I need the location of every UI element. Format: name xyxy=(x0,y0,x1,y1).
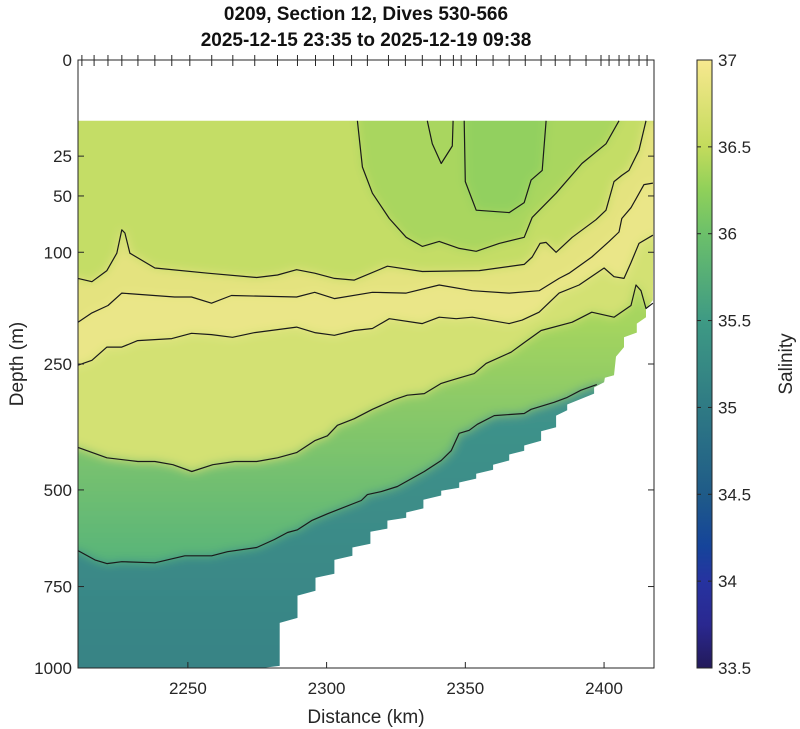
y-tick-label: 100 xyxy=(44,243,72,262)
y-tick-label: 0 xyxy=(63,51,72,70)
salinity-field xyxy=(78,120,654,669)
y-tick-label: 50 xyxy=(53,187,72,206)
colorbar-label: Salinity xyxy=(776,333,797,395)
contour-lines xyxy=(77,120,654,565)
colorbar-tick-label: 36 xyxy=(718,225,737,244)
x-tick-label: 2250 xyxy=(169,679,207,698)
x-axis-label: Distance (km) xyxy=(307,707,424,728)
y-tick-label: 500 xyxy=(44,481,72,500)
colorbar-tick-label: 35.5 xyxy=(718,312,751,331)
contour-line-l2 xyxy=(463,120,547,214)
colorbar-tick-label: 34 xyxy=(718,572,737,591)
y-tick-label: 25 xyxy=(53,147,72,166)
colorbar-scale xyxy=(696,59,713,669)
contour-line-l4 xyxy=(77,120,647,283)
y-tick-label: 250 xyxy=(44,355,72,374)
x-tick-label: 2400 xyxy=(585,679,623,698)
colorbar: 37 36.5 36 35.5 35 34.5 34 33.5 Salinity xyxy=(696,51,797,678)
y-axis-label: Depth (m) xyxy=(7,322,28,406)
chart-title-line-2: 2025-12-15 23:35 to 2025-12-19 09:38 xyxy=(201,30,532,51)
x-tick-label: 2350 xyxy=(446,679,484,698)
colorbar-tick-label: 35 xyxy=(718,398,737,417)
chart-title-line-1: 0209, Section 12, Dives 530-566 xyxy=(224,4,508,25)
y-tick-label: 750 xyxy=(44,578,72,597)
x-tick-label: 2300 xyxy=(308,679,346,698)
colorbar-tick-label: 36.5 xyxy=(718,138,751,157)
y-axis-ticks: 0 25 50 100 250 500 750 1000 xyxy=(34,51,654,678)
contour-line-l3 xyxy=(426,120,454,165)
colorbar-tick-label: 37 xyxy=(718,51,737,70)
salinity-band-inside-l2 xyxy=(464,120,547,213)
contour-line-l7 xyxy=(77,284,654,473)
dive-ticks xyxy=(81,55,648,66)
contour-line-l6 xyxy=(77,234,654,366)
contour-line-l8 xyxy=(77,384,598,565)
colorbar-tick-label: 33.5 xyxy=(718,659,751,678)
contour-line-l1 xyxy=(356,120,620,252)
y-tick-label: 1000 xyxy=(34,659,72,678)
x-axis-ticks: 2250 2300 2350 2400 xyxy=(169,662,623,698)
contour-line-l5 xyxy=(77,182,653,323)
colorbar-tick-label: 34.5 xyxy=(718,485,751,504)
